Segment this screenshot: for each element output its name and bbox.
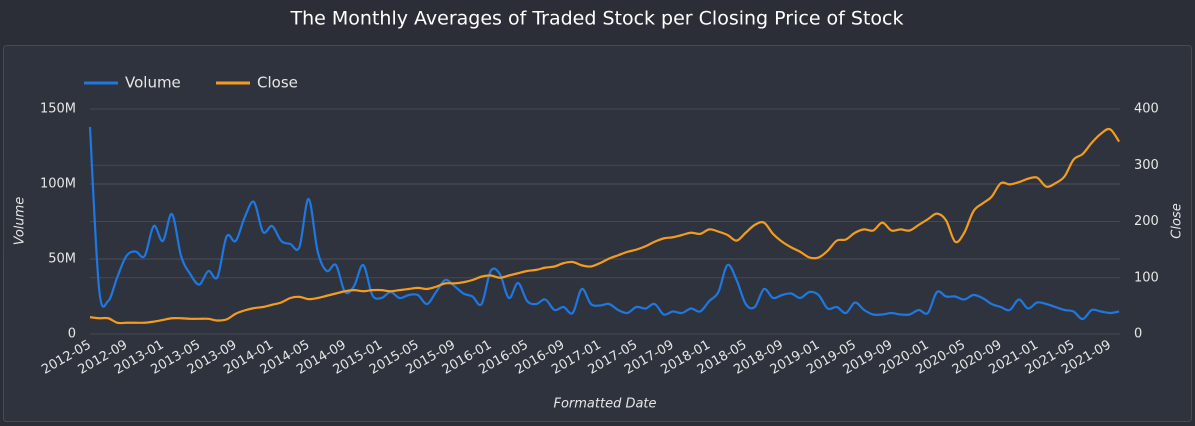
line-0: [88, 126, 1120, 321]
y2-axis-title: Close: [1170, 203, 1185, 238]
chart-title: The Monthly Averages of Traded Stock per…: [290, 8, 904, 30]
y-tick-label: 50M: [48, 252, 76, 267]
y-tick-label: 150M: [40, 102, 76, 117]
y-axis-title: Volume: [13, 197, 28, 246]
panel: [3, 45, 1192, 422]
legend-label: Volume: [125, 74, 181, 92]
y-tick-label: 0: [68, 327, 76, 342]
y2-tick-label: 400: [1134, 102, 1159, 117]
y2-tick-label: 300: [1134, 158, 1159, 173]
x-axis-title: Formatted Date: [553, 397, 656, 412]
y-tick-label: 100M: [40, 177, 76, 192]
y2-tick-label: 0: [1134, 327, 1142, 342]
y2-tick-label: 100: [1134, 270, 1159, 285]
y2-tick-label: 200: [1134, 214, 1159, 229]
legend-label: Close: [257, 74, 298, 92]
line-1: [89, 127, 1121, 325]
